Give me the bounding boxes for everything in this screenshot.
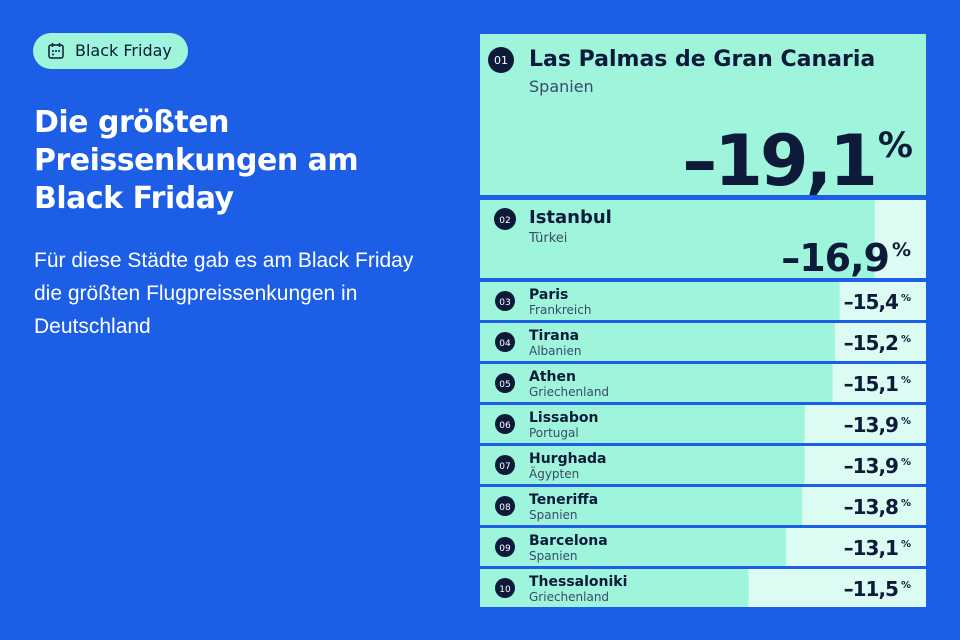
value-label: –19,1%	[682, 120, 912, 202]
bar	[480, 323, 835, 361]
chart-subtitle: Für diese Städte gab es am Black Friday …	[34, 249, 414, 338]
country-name: Griechenland	[529, 590, 609, 604]
badge-label: Black Friday	[75, 41, 172, 60]
bar	[480, 405, 805, 443]
value-label: –13,8%	[844, 495, 911, 519]
rank-badge	[495, 373, 515, 393]
country-name: Ägypten	[529, 466, 579, 481]
bar	[480, 364, 833, 402]
country-name: Griechenland	[529, 385, 609, 399]
rank-badge	[495, 496, 515, 516]
rank-badge	[495, 332, 515, 352]
calendar-icon	[48, 43, 64, 59]
rank: 07	[499, 462, 510, 472]
rank-badge	[494, 208, 516, 230]
city-name: Teneriffa	[529, 492, 598, 508]
rank: 04	[499, 339, 511, 349]
rank: 09	[499, 544, 511, 554]
rank-badge	[495, 414, 515, 434]
badge: Black Friday	[33, 33, 188, 69]
country-name: Portugal	[529, 426, 579, 440]
rank: 01	[494, 54, 508, 67]
country-name: Frankreich	[529, 303, 591, 317]
city-name: Paris	[529, 287, 568, 303]
value-label: –15,1%	[844, 372, 911, 396]
rank: 08	[499, 503, 511, 513]
value-label: –13,9%	[844, 413, 911, 437]
country-name: Spanien	[529, 549, 578, 563]
rank-badge	[488, 47, 514, 73]
city-name: Istanbul	[529, 207, 612, 228]
rank-badge	[495, 455, 515, 475]
bar	[480, 528, 786, 566]
bar	[480, 282, 840, 320]
rank: 02	[499, 216, 510, 226]
rank-badge	[495, 537, 515, 557]
rank-badge	[495, 578, 515, 598]
bar	[480, 34, 926, 195]
bar	[480, 200, 875, 278]
rank: 10	[499, 585, 511, 595]
rank: 03	[499, 298, 510, 308]
value-label: –15,2%	[844, 331, 911, 355]
city-name: Tirana	[529, 328, 579, 344]
city-name: Thessaloniki	[529, 574, 627, 590]
value-label: –15,4%	[844, 290, 911, 314]
value-label: –16,9%	[781, 236, 911, 280]
bar	[480, 487, 803, 525]
city-name: Athen	[529, 369, 576, 385]
country-name: Albanien	[529, 344, 581, 358]
value-label: –13,1%	[844, 536, 911, 560]
country-name: Spanien	[529, 508, 578, 522]
city-name: Hurghada	[529, 451, 607, 467]
country-name: Spanien	[529, 77, 594, 96]
country-name: Türkei	[528, 231, 567, 246]
rank-badge	[495, 291, 515, 311]
bar	[480, 569, 749, 607]
value-label: –13,9%	[844, 454, 911, 478]
value-label: –11,5%	[844, 577, 911, 601]
city-name: Las Palmas de Gran Canaria	[529, 47, 875, 72]
chart-title: Die größten Preissenkungen am Black Frid…	[34, 105, 359, 216]
bar	[480, 446, 805, 484]
city-name: Barcelona	[529, 533, 608, 549]
rank: 05	[499, 380, 510, 390]
rank: 06	[499, 421, 511, 431]
city-name: Lissabon	[529, 410, 598, 426]
